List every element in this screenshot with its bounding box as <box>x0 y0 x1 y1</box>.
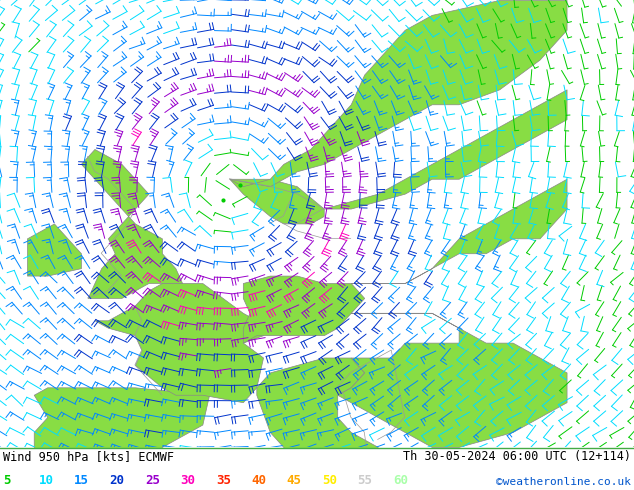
Text: 10: 10 <box>39 473 54 487</box>
Text: 45: 45 <box>287 473 302 487</box>
Text: 20: 20 <box>110 473 124 487</box>
Text: 60: 60 <box>393 473 408 487</box>
Text: 25: 25 <box>145 473 160 487</box>
Text: 50: 50 <box>322 473 337 487</box>
Text: Th 30-05-2024 06:00 UTC (12+114): Th 30-05-2024 06:00 UTC (12+114) <box>403 450 631 464</box>
Text: 30: 30 <box>181 473 195 487</box>
Text: ©weatheronline.co.uk: ©weatheronline.co.uk <box>496 477 631 487</box>
Text: 40: 40 <box>251 473 266 487</box>
Text: 35: 35 <box>216 473 231 487</box>
Text: 15: 15 <box>74 473 89 487</box>
Text: 55: 55 <box>358 473 373 487</box>
Text: Wind 950 hPa [kts] ECMWF: Wind 950 hPa [kts] ECMWF <box>3 450 174 464</box>
Text: 5: 5 <box>3 473 11 487</box>
